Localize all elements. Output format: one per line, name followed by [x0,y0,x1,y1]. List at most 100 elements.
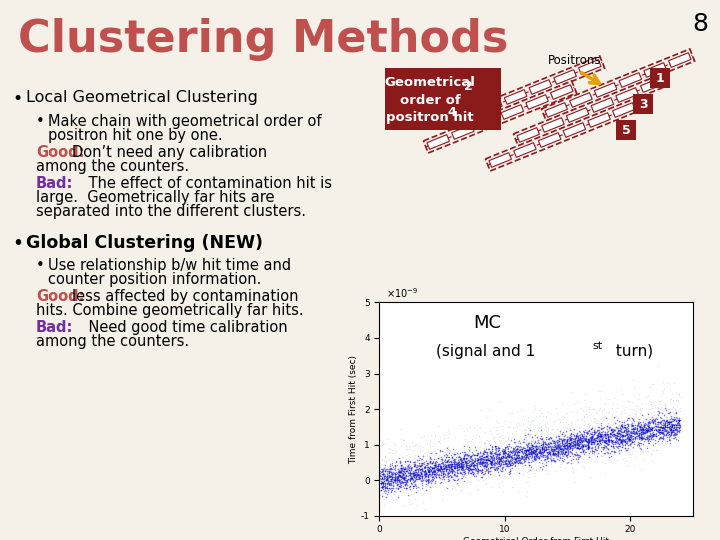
Point [583,434,595,443]
Point [616,437,628,445]
Point [534,449,545,457]
Point [625,433,636,442]
Point [662,409,673,417]
Point [639,426,650,434]
Point [617,441,629,449]
Point [386,474,397,482]
Point [546,436,557,444]
Point [416,455,428,463]
Point [618,433,629,441]
Point [526,438,537,447]
Point [606,439,618,448]
Point [443,464,454,472]
Point [443,463,454,472]
Point [444,464,456,472]
Point [419,463,431,471]
Point [457,457,469,466]
Point [435,461,446,470]
Point [512,458,523,467]
Point [418,467,429,475]
Point [375,486,387,495]
Point [415,461,427,469]
Point [522,453,534,462]
Point [674,403,685,412]
Point [662,431,674,440]
Point [645,433,657,441]
Point [664,386,675,394]
Point [626,428,638,437]
Point [669,430,680,439]
Point [552,441,563,449]
Point [609,440,621,449]
Point [651,403,662,411]
Point [391,474,402,483]
Point [410,470,422,478]
Point [607,443,618,452]
Point [582,429,593,437]
Point [540,420,552,428]
Point [384,483,395,492]
Point [477,449,489,457]
Point [613,437,624,446]
Point [559,435,571,444]
Point [535,403,546,412]
Point [595,441,607,449]
Point [554,445,566,454]
Point [453,463,464,471]
Point [669,413,680,421]
Point [572,430,583,439]
Point [510,457,522,466]
Point [385,469,397,478]
Point [621,430,632,438]
Point [459,451,470,460]
Point [567,444,578,453]
Point [628,428,639,436]
Point [476,472,487,481]
Point [552,438,563,447]
Point [555,435,567,443]
Point [664,417,675,426]
Point [667,413,678,422]
Point [608,439,620,448]
Point [671,414,683,423]
Point [646,424,657,433]
Point [646,425,657,434]
Point [611,412,622,421]
Point [456,473,467,482]
Point [665,423,677,431]
Point [521,468,533,477]
Point [629,451,641,460]
Point [622,434,634,442]
Point [552,451,564,460]
Point [445,462,456,471]
Point [534,426,546,435]
Point [485,467,497,476]
Point [562,450,573,459]
Point [555,460,567,468]
Point [400,478,412,487]
Point [500,458,512,467]
Point [510,454,522,462]
Point [583,437,595,445]
Point [378,464,390,472]
Point [671,402,683,410]
Point [430,463,441,472]
Point [632,421,644,430]
Point [426,470,438,478]
Point [503,458,515,467]
Point [454,477,465,486]
Point [517,420,528,428]
Point [436,465,447,474]
Point [422,463,433,471]
Point [595,432,607,441]
Point [460,462,472,470]
Point [588,438,599,447]
Point [591,437,603,446]
Point [537,440,549,448]
Text: $\times 10^{-9}$: $\times 10^{-9}$ [386,286,418,300]
Point [544,448,555,457]
Point [486,460,498,469]
Point [534,435,546,443]
Point [669,424,680,433]
Point [549,438,561,447]
